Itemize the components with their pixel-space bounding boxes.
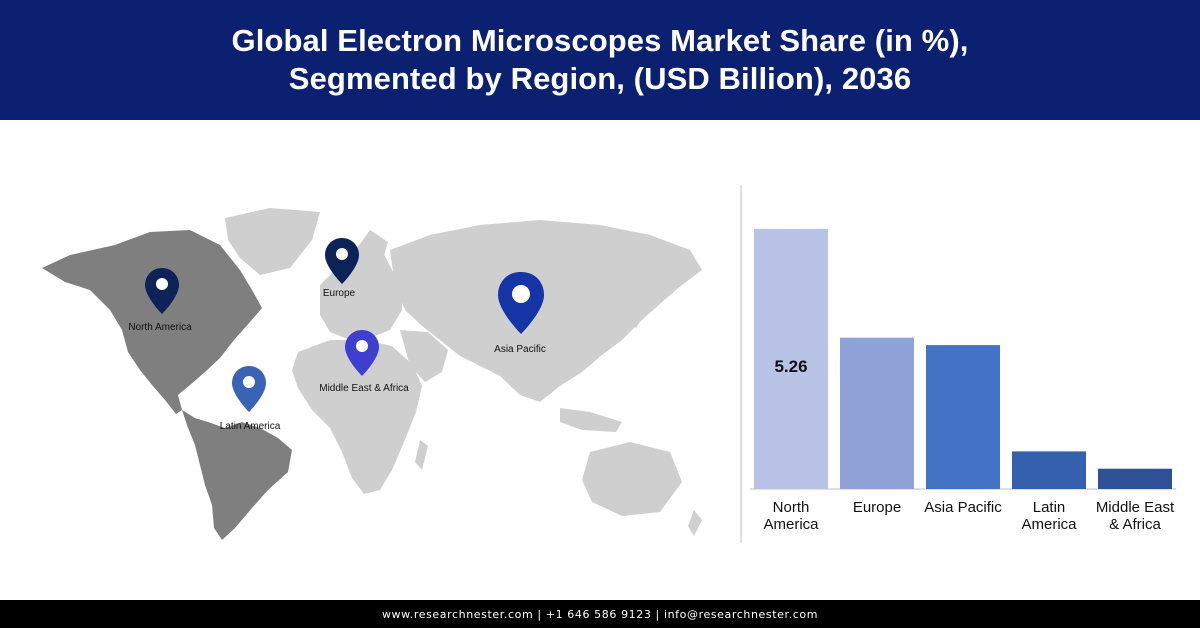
southeast-asia-shape xyxy=(560,408,622,432)
world-map-graphic xyxy=(42,208,702,540)
greenland-shape xyxy=(225,208,320,275)
madagascar-shape xyxy=(415,440,428,470)
header-banner: Global Electron Microscopes Market Share… xyxy=(0,0,1200,120)
category-label: Europe xyxy=(852,499,902,516)
bar-middle-east-africa xyxy=(1098,468,1172,489)
footer-contact-text: www.researchnester.com | +1 646 586 9123… xyxy=(381,607,819,621)
pin-latin-america-icon xyxy=(232,366,266,412)
pin-label-middle-east-africa: Middle East & Africa xyxy=(319,383,409,394)
asia-shape xyxy=(390,220,702,402)
scandinavia-shape xyxy=(352,230,388,285)
footer-bar: www.researchnester.com | +1 646 586 9123… xyxy=(0,600,1200,628)
japan-shape xyxy=(628,290,646,328)
category-label: Latin America xyxy=(1021,499,1077,533)
title-line-2: Segmented by Region, (USD Billion), 2036 xyxy=(288,61,912,96)
bar-chart: North America 5.26 Europe Asia Pacific Latin A… xyxy=(740,185,1180,545)
category-label: Middle East & Africa xyxy=(1095,499,1175,533)
north-america-shape xyxy=(42,230,262,414)
latin-america-shape xyxy=(182,410,292,540)
world-map: North America Europe Asia Pacific Middle… xyxy=(30,190,720,550)
pin-label-north-america: North America xyxy=(128,322,192,333)
pin-north-america-icon xyxy=(145,268,179,314)
bar-europe xyxy=(840,337,914,489)
bar-chart-svg xyxy=(740,185,1176,543)
new-zealand-shape xyxy=(688,510,702,536)
pin-asia-pacific-icon xyxy=(498,272,544,334)
title-line-1: Global Electron Microscopes Market Share… xyxy=(231,23,969,58)
category-label: North America xyxy=(763,499,819,533)
africa-shape xyxy=(292,340,422,494)
bar-asia-pacific xyxy=(926,345,1000,489)
data-label: 5.26 xyxy=(774,356,808,376)
pin-label-asia-pacific: Asia Pacific xyxy=(494,344,546,355)
category-label: Asia Pacific xyxy=(924,499,1002,516)
bar-north-america xyxy=(754,228,828,490)
pin-label-latin-america: Latin America xyxy=(219,421,281,432)
pin-label-europe: Europe xyxy=(322,288,356,299)
australia-shape xyxy=(582,442,682,516)
middle-east-shape xyxy=(400,330,448,382)
pin-middle-east-africa-icon xyxy=(345,330,379,376)
pin-europe-icon xyxy=(325,238,359,284)
bar-latin-america xyxy=(1012,451,1086,489)
